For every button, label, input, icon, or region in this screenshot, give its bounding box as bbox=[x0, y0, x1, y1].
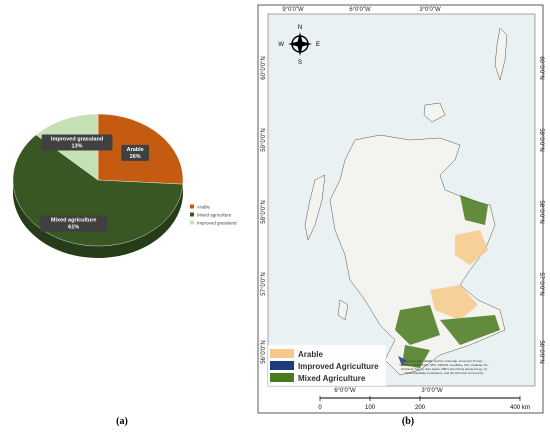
slice-label-box bbox=[41, 134, 113, 151]
compass-label: N bbox=[298, 25, 302, 31]
latitude-label: 58°0'0"N bbox=[538, 200, 544, 223]
latitude-label: 58°0'0"N bbox=[261, 200, 267, 223]
latitude-label: 56°0'0"N bbox=[538, 340, 544, 363]
map-legend-label: Mixed Agriculture bbox=[298, 374, 366, 383]
latitude-label: 57°0'0"N bbox=[261, 272, 267, 295]
longitude-label: 3°0'0"W bbox=[419, 7, 441, 13]
slice-label-name: Mixed agriculture bbox=[51, 218, 97, 224]
map-legend-swatch bbox=[270, 373, 294, 382]
legend-label: Arable bbox=[197, 204, 211, 209]
compass bbox=[288, 32, 312, 56]
latitude-label: 57°0'0"N bbox=[538, 272, 544, 295]
scale-label: 200 bbox=[415, 405, 426, 411]
slice-label-value: 26% bbox=[130, 154, 141, 160]
latitude-label: 60°0'0"N bbox=[261, 56, 267, 79]
slice-label-box bbox=[121, 144, 149, 161]
map-legend-swatch bbox=[270, 361, 294, 370]
latitude-label: 59°0'0"N bbox=[261, 128, 267, 151]
scale-label: 400 km bbox=[510, 405, 530, 411]
longitude-label: 6°0'0"W bbox=[349, 7, 371, 13]
land-use-patches bbox=[395, 195, 500, 368]
map-legend-label: Improved Agriculture bbox=[298, 362, 379, 371]
scale-label: 0 bbox=[318, 405, 322, 411]
panel-label: (a) bbox=[116, 416, 128, 427]
latitude-label: 59°0'0"N bbox=[538, 128, 544, 151]
slice-label-value: 13% bbox=[72, 143, 83, 149]
panel-label: (b) bbox=[402, 416, 414, 427]
slice-label-box bbox=[40, 215, 108, 232]
longitude-label: 3°0'0"W bbox=[421, 388, 443, 394]
longitude-label: 9°0'0"W bbox=[282, 7, 304, 13]
legend-swatch bbox=[190, 212, 194, 217]
compass-label: W bbox=[278, 42, 284, 48]
longitude-label: 6°0'0"W bbox=[334, 388, 356, 394]
slice-label-value: 61% bbox=[68, 225, 79, 231]
slice-label-name: Improved grassland bbox=[51, 136, 103, 142]
slice-label-name: Arable bbox=[127, 147, 144, 153]
legend-swatch bbox=[190, 220, 194, 225]
legend-swatch bbox=[190, 204, 194, 209]
compass-label: S bbox=[298, 60, 302, 66]
map-legend-swatch bbox=[270, 349, 294, 358]
map-legend-label: Arable bbox=[298, 350, 323, 359]
scale-label: 100 bbox=[365, 405, 376, 411]
legend-label: Mixed agriculture bbox=[197, 212, 232, 217]
attribution: Sources: Esri, HERE, Garmin, Intermap, i… bbox=[399, 359, 488, 375]
latitude-label: 56°0'0"N bbox=[261, 340, 267, 363]
compass-label: E bbox=[316, 42, 320, 48]
latitude-label: 60°0'0"N bbox=[538, 56, 544, 79]
legend-label: Improved grassland bbox=[197, 220, 237, 225]
